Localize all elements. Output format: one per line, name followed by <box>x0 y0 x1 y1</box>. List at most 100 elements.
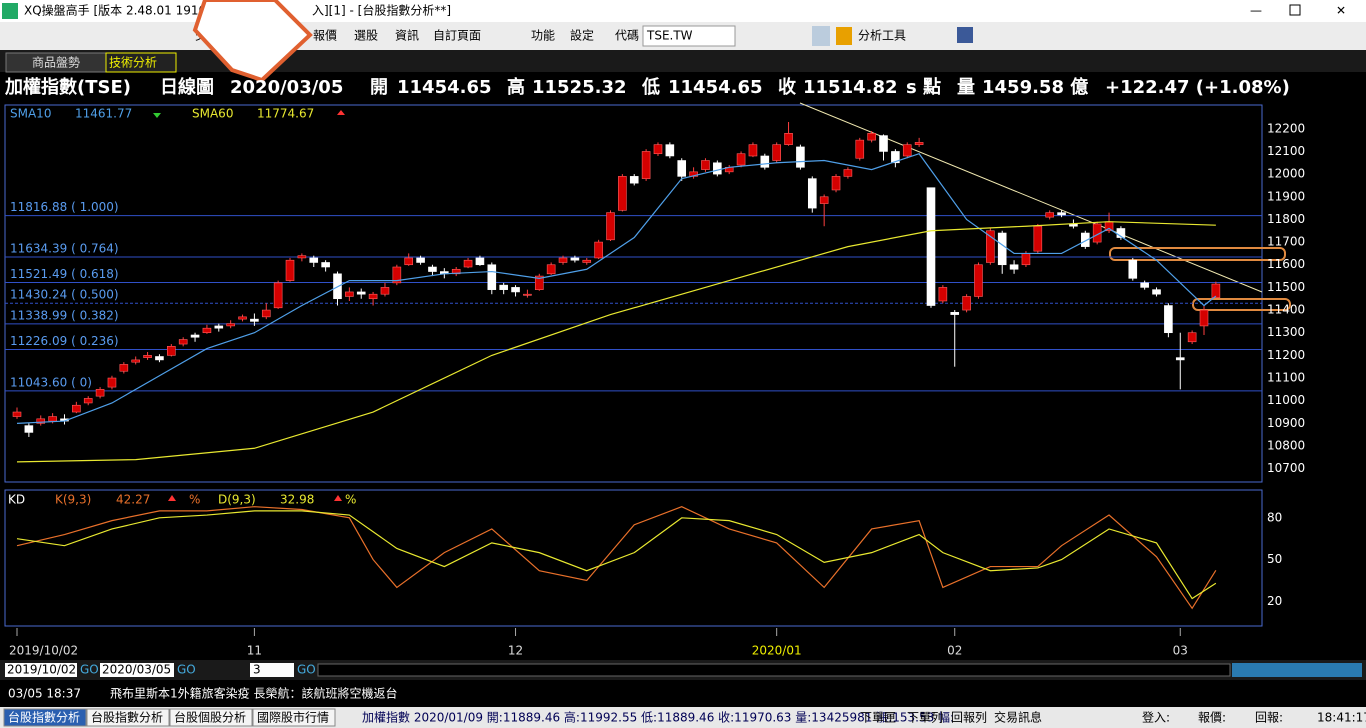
candle-body <box>582 259 592 263</box>
legend-name: SMA60 <box>192 107 233 121</box>
highlight-box <box>1109 247 1286 261</box>
candle-body <box>499 284 508 290</box>
y-tick-label: 10800 <box>1267 439 1305 453</box>
candle-body <box>629 176 639 184</box>
y-tick-label: 11700 <box>1267 235 1305 249</box>
close[interactable]: ✕ <box>1336 4 1346 18</box>
menu-item[interactable]: 報價 <box>313 29 337 43</box>
kd-legend-name: D(9,3) <box>218 493 256 507</box>
tab-active[interactable] <box>105 52 177 73</box>
candle-body <box>962 296 971 311</box>
analysis-tool[interactable]: 分析工具 <box>858 29 906 43</box>
candle-body <box>618 176 627 211</box>
date-to[interactable] <box>100 663 174 677</box>
minimize[interactable]: — <box>1250 4 1262 18</box>
y-tick-label: 11000 <box>1267 393 1305 407</box>
candle-body <box>796 146 805 168</box>
plot: 10700 10800 10900 11000 11100 11200 11300 11400… <box>5 107 1305 658</box>
y-tick-label: 11200 <box>1267 348 1305 362</box>
candle-body <box>250 318 259 322</box>
candle-body <box>428 266 437 272</box>
status-tab[interactable] <box>169 708 253 727</box>
money-tool[interactable] <box>836 27 852 45</box>
kd-arrow <box>334 495 342 501</box>
fib-label: 11816.88 ( 1.000) <box>10 200 119 214</box>
legend-value: 11461.77 <box>75 107 132 121</box>
status-tab[interactable] <box>3 708 87 727</box>
candle-body <box>641 151 651 179</box>
status-bar <box>0 707 1366 728</box>
ticker-news[interactable]: 飛布里斯本1外籍旅客染疫 長榮航：該航班將空機返台 <box>110 686 397 701</box>
chart-tools[interactable] <box>1232 663 1362 677</box>
tab-label: 技術分析 <box>109 56 157 70</box>
menu: 交易報價選股資訊自訂頁面功能設定代碼 <box>195 28 639 43</box>
candle-body <box>178 339 188 345</box>
candle-body <box>1199 309 1209 327</box>
pointer-tool[interactable] <box>812 26 830 46</box>
go-button[interactable]: GO <box>80 663 99 677</box>
candle-body <box>546 264 556 275</box>
y-tick-label: 12100 <box>1267 144 1305 158</box>
menu-item[interactable]: 代碼 <box>615 29 639 43</box>
quote-field: 11454.65 <box>397 77 492 98</box>
candle-body <box>665 144 675 157</box>
menu-item[interactable]: 選股 <box>354 29 378 43</box>
period-box[interactable] <box>250 663 294 677</box>
status-tab-label: 國際股市行情 <box>257 710 329 725</box>
quote-field: 日線圖 <box>160 76 214 98</box>
candle-body <box>1187 332 1197 343</box>
kd-title: KD <box>8 493 25 507</box>
symbol-input[interactable] <box>642 25 736 47</box>
candle-body <box>974 264 983 297</box>
kd-line <box>16 506 1217 610</box>
window-title: XQ操盤高手 [版本 2.48.01 1910 <box>24 3 206 18</box>
status-button[interactable]: 下單列 <box>907 711 943 725</box>
status-field: 登入: <box>1142 710 1170 725</box>
candle-body <box>356 291 366 295</box>
candle-body <box>143 355 152 358</box>
status-button[interactable]: 下單匣 <box>860 711 896 725</box>
candle-body <box>107 377 117 388</box>
candle-body <box>392 266 402 284</box>
candle-body <box>1175 357 1185 361</box>
scrollbar[interactable] <box>317 663 1231 677</box>
y-tick-label: 10700 <box>1267 461 1305 475</box>
kd-percent: % <box>345 493 356 507</box>
fib-label: 11338.99 ( 0.382) <box>10 308 119 322</box>
menu-item[interactable]: 設定 <box>570 28 594 43</box>
quote-field: 量 <box>957 76 975 98</box>
legend-arrow <box>337 110 345 115</box>
candle-body <box>202 327 212 334</box>
status-tab[interactable] <box>252 708 336 727</box>
candle-body <box>226 323 235 327</box>
candle-body <box>914 142 924 145</box>
status-tab-label: 台股個股分析 <box>174 710 246 725</box>
facebook[interactable] <box>957 27 973 43</box>
x-tick-label: 11 <box>247 644 262 658</box>
status-tab[interactable] <box>86 708 170 727</box>
menu-item[interactable]: 功能 <box>531 29 555 43</box>
candle-body <box>48 416 57 422</box>
candle-body <box>155 356 164 361</box>
y-tick-label: 11600 <box>1267 257 1305 271</box>
maximize[interactable] <box>1289 4 1301 16</box>
date-from[interactable] <box>5 663 77 677</box>
candle-body <box>261 309 271 318</box>
title-bar <box>0 0 1366 22</box>
candle-body <box>345 291 354 297</box>
menu-item[interactable]: 資訊 <box>395 28 419 43</box>
candle-body <box>24 425 34 433</box>
candle-body <box>309 257 319 263</box>
candle-body <box>997 232 1007 266</box>
status-button[interactable]: 回報列 <box>951 711 987 725</box>
go-button[interactable]: GO <box>177 663 196 677</box>
candle-body <box>72 404 81 413</box>
candle-body <box>701 160 710 170</box>
fib-label: 11226.09 ( 0.236) <box>10 334 119 348</box>
legend-arrow <box>153 113 161 118</box>
ma-line <box>16 153 1217 424</box>
go-button[interactable]: GO <box>297 663 316 677</box>
menu-item[interactable]: 自訂頁面 <box>433 28 481 43</box>
status-button[interactable]: 交易訊息 <box>994 710 1042 725</box>
